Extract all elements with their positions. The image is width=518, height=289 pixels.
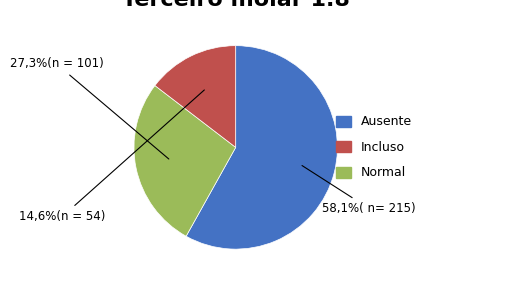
Text: 58,1%( n= 215): 58,1%( n= 215) — [302, 166, 416, 215]
Text: 27,3%(n = 101): 27,3%(n = 101) — [10, 58, 169, 159]
Title: Terceiro molar 1.8: Terceiro molar 1.8 — [122, 0, 350, 10]
Legend: Ausente, Incluso, Normal: Ausente, Incluso, Normal — [331, 110, 417, 184]
Wedge shape — [155, 46, 236, 147]
Wedge shape — [186, 46, 337, 249]
Wedge shape — [134, 86, 236, 236]
Text: 14,6%(n = 54): 14,6%(n = 54) — [19, 90, 204, 223]
